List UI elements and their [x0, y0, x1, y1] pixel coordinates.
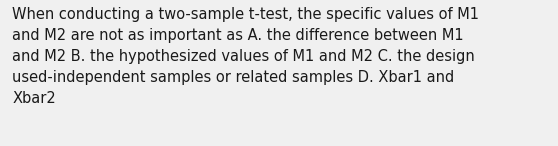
- Text: When conducting a two-sample t-test, the specific values of M1
and M2 are not as: When conducting a two-sample t-test, the…: [12, 7, 479, 106]
